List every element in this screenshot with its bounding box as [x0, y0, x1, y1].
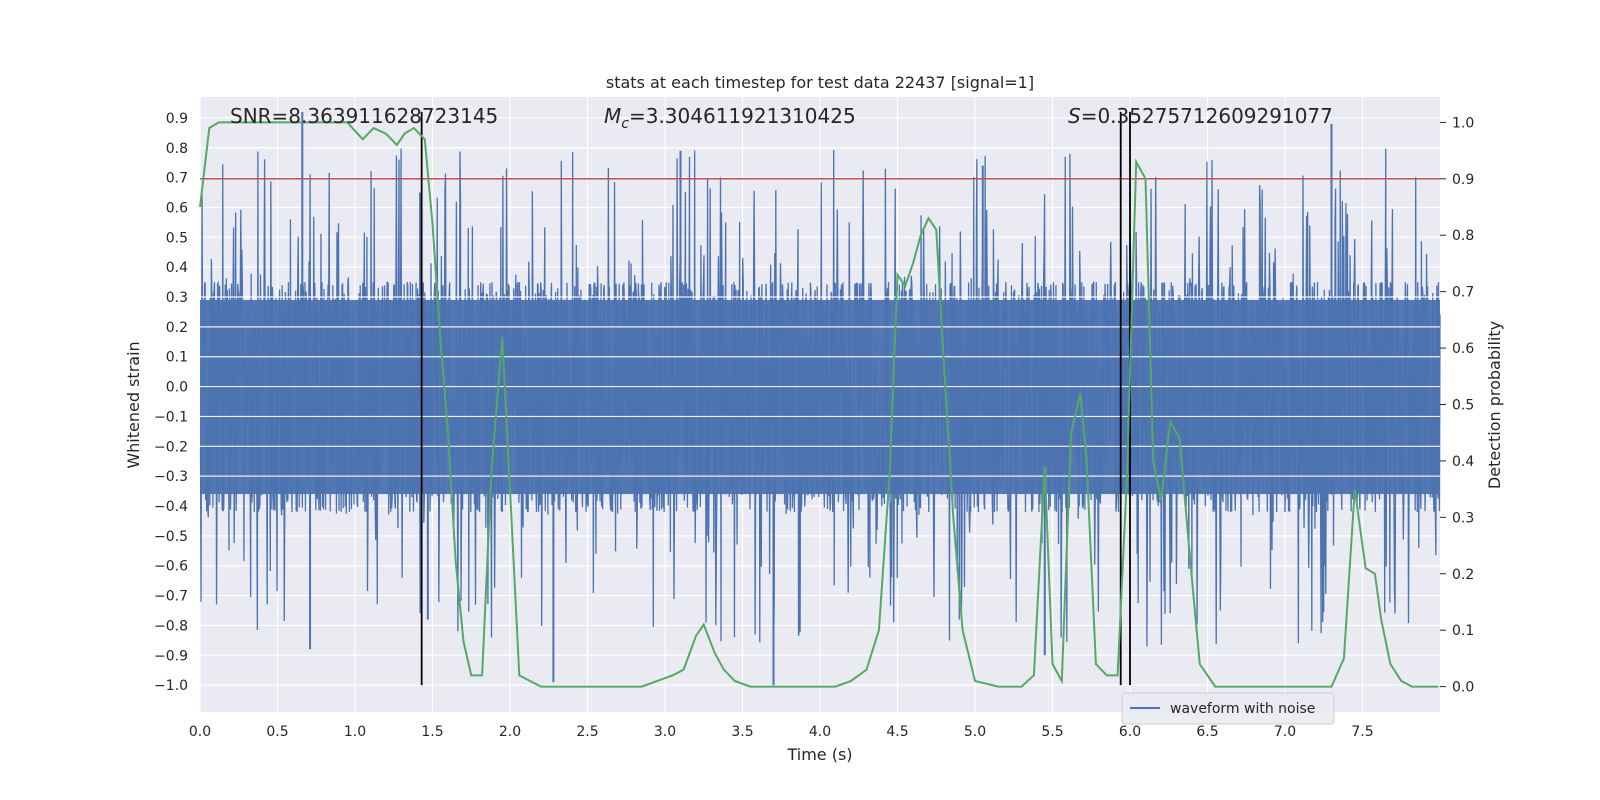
x-tick-label: 6.0	[1119, 724, 1141, 740]
y-axis-right-label: Detection probability	[1485, 321, 1504, 489]
series-probability	[199, 121, 1439, 688]
y-left-tick-label: −1.0	[154, 678, 188, 694]
legend: waveform with noise	[1121, 692, 1335, 725]
probability-line	[199, 121, 1439, 688]
y-left-tick-label: −0.5	[154, 529, 188, 545]
annotation-chirp-mass-subscript: c	[621, 116, 629, 132]
y-left-tick-label: 0.5	[166, 230, 188, 246]
y-right-tick-label: 0.4	[1452, 454, 1474, 470]
y-right-tick-label: 0.2	[1452, 567, 1474, 583]
y-left-tick-label: 0.8	[166, 141, 188, 157]
annotation-chirp-mass: Mc=3.304611921310425	[604, 104, 856, 132]
y-left-tick-label: 0.6	[166, 200, 188, 216]
y-left-tick-label: −0.6	[154, 559, 188, 575]
x-tick-label: 3.5	[731, 724, 753, 740]
series-waveform	[199, 111, 1441, 686]
y-left-tick-label: 0.1	[166, 350, 188, 366]
x-axis-label: Time (s)	[786, 745, 852, 764]
y-left-tick-label: −0.1	[154, 409, 188, 425]
y-left-tick-label: 0.2	[166, 320, 188, 336]
y-right-tick-label: 0.9	[1452, 172, 1474, 188]
y-right-tick-label: 0.1	[1452, 623, 1474, 639]
chart-title: stats at each timestep for test data 224…	[606, 73, 1034, 92]
annotation-s-symbol: S	[1068, 104, 1081, 128]
y-left-tick-label: 0.9	[166, 111, 188, 127]
annotation-chirp-mass-value: =3.304611921310425	[629, 104, 856, 128]
y-left-tick-label: −0.9	[154, 648, 188, 664]
annotation-snr: SNR=8.363911628723145	[230, 104, 498, 128]
y-right-tick-label: 0.6	[1452, 341, 1474, 357]
annotation-s: S=0.35275712609291077	[1068, 104, 1333, 128]
y-left-tick-label: 0.4	[166, 260, 188, 276]
x-tick-label: 4.5	[886, 724, 908, 740]
x-tick-label: 3.0	[654, 724, 676, 740]
annotation-chirp-mass-symbol: M	[604, 104, 621, 128]
x-tick-label: 0.0	[189, 724, 211, 740]
y-left-tick-label: −0.8	[154, 618, 188, 634]
x-tick-label: 4.0	[809, 724, 831, 740]
x-tick-label: 1.0	[344, 724, 366, 740]
x-tick-label: 2.0	[499, 724, 521, 740]
y-right-tick-label: 0.0	[1452, 680, 1474, 696]
y-left-tick-label: 0.7	[166, 171, 188, 187]
y-right-tick-label: 0.5	[1452, 398, 1474, 414]
x-tick-label: 0.5	[266, 724, 288, 740]
y-left-tick-label: −0.2	[154, 439, 188, 455]
y-left-tick-labels: −1.0 −0.9 −0.8 −0.7 −0.6 −0.5 −0.4 −0.3 −0.2 −0.1…	[154, 111, 188, 694]
y-left-tick-label: −0.4	[154, 499, 188, 515]
x-tick-label: 2.5	[576, 724, 598, 740]
x-tick-label: 6.5	[1196, 724, 1218, 740]
y-left-tick-label: −0.7	[154, 589, 188, 605]
legend-box	[1121, 692, 1335, 725]
y-left-tick-label: 0.0	[166, 380, 188, 396]
y-axis-left-label: Whitened strain	[124, 341, 143, 468]
x-tick-label: 1.5	[421, 724, 443, 740]
x-tick-labels: 0.0 0.5 1.0 1.5 2.0 2.5 3.0 3.5 4.0 4.5 5.0 5.5 6.0 6…	[189, 724, 1374, 740]
annotation-s-value: =0.35275712609291077	[1081, 104, 1333, 128]
x-tick-label: 7.0	[1274, 724, 1296, 740]
y-left-tick-label: 0.3	[166, 290, 188, 306]
y-left-tick-label: −0.3	[154, 469, 188, 485]
y-right-tick-label: 0.3	[1452, 510, 1474, 526]
y-right-tick-label: 0.7	[1452, 285, 1474, 301]
x-tick-label: 5.0	[964, 724, 986, 740]
y-right-tick-label: 1.0	[1452, 115, 1474, 131]
x-tick-label: 5.5	[1041, 724, 1063, 740]
y-right-tick-label: 0.8	[1452, 228, 1474, 244]
y-right-tick-labels: 0.0 0.1 0.2 0.3 0.4 0.5 0.6 0.7 0.8 0.9 1.0	[1440, 115, 1474, 696]
x-tick-label: 7.5	[1351, 724, 1373, 740]
waveform-core-band	[200, 300, 1440, 495]
legend-label-waveform: waveform with noise	[1170, 701, 1315, 717]
